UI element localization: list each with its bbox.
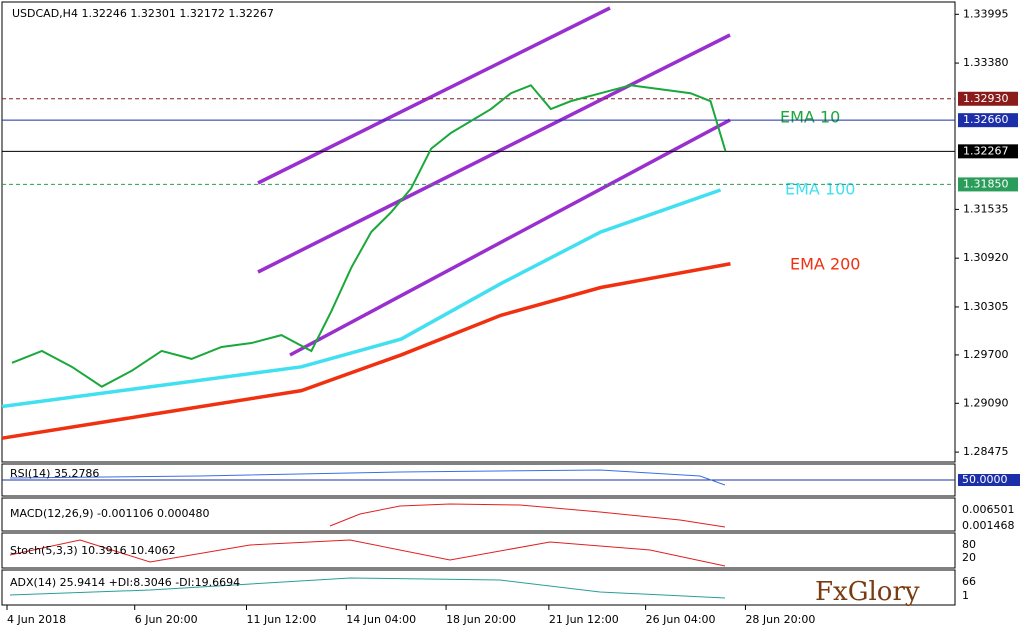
y-tick-label: 1.30920 xyxy=(963,251,1009,264)
stoch-tick: 20 xyxy=(962,551,976,564)
stoch-line xyxy=(9,539,726,567)
rsi-line xyxy=(9,469,726,486)
ema10-label: EMA 10 xyxy=(780,108,840,127)
adx-title: ADX(14) 25.9414 +DI:8.3046 -DI:19.6694 xyxy=(10,576,240,589)
series-line xyxy=(1,262,731,440)
macd-tick: 0.001468 xyxy=(962,519,1015,532)
series-line xyxy=(11,84,727,388)
symbol-header: USDCAD,H4 1.32246 1.32301 1.32172 1.3226… xyxy=(12,7,274,20)
macd-signal xyxy=(329,503,726,528)
price-label: 1.32930 xyxy=(963,92,1009,105)
macd-title: MACD(12,26,9) -0.001106 0.000480 xyxy=(10,507,209,520)
y-tick-label: 1.31535 xyxy=(963,202,1009,215)
rsi-title: RSI(14) 35.2786 xyxy=(10,467,99,480)
stoch-title: Stoch(5,3,3) 10.3916 10.4062 xyxy=(10,544,176,557)
x-tick-label: 21 Jun 12:00 xyxy=(549,613,619,626)
price-label: 1.32267 xyxy=(963,144,1009,157)
price-label: 1.32660 xyxy=(963,113,1009,126)
y-tick-label: 1.30305 xyxy=(963,300,1009,313)
adx-panel xyxy=(1,569,956,606)
ema200-label: EMA 200 xyxy=(790,255,860,274)
price-box xyxy=(958,91,1018,106)
price-label: 1.31850 xyxy=(963,177,1009,190)
price-box xyxy=(958,144,1018,159)
x-tick-label: 26 Jun 04:00 xyxy=(646,613,716,626)
x-tick-label: 11 Jun 12:00 xyxy=(246,613,316,626)
x-tick-label: 14 Jun 04:00 xyxy=(346,613,416,626)
price-box xyxy=(958,177,1018,192)
stoch-panel xyxy=(1,532,956,569)
y-tick-label: 1.28475 xyxy=(963,445,1009,458)
x-tick-label: 4 Jun 2018 xyxy=(7,613,66,626)
stoch-tick: 80 xyxy=(962,538,976,551)
macd-panel xyxy=(1,497,956,532)
main-panel xyxy=(1,1,956,463)
y-tick-label: 1.33380 xyxy=(963,56,1009,69)
rsi-level-label: 50.0000 xyxy=(962,473,1008,486)
y-tick-label: 1.29700 xyxy=(963,348,1009,361)
adx-tick: 1 xyxy=(962,589,969,602)
price-box xyxy=(958,113,1018,128)
rsi-level-box xyxy=(958,474,1020,486)
adx-line xyxy=(9,577,726,599)
logo: FxGlory xyxy=(815,577,920,607)
x-tick-label: 6 Jun 20:00 xyxy=(135,613,198,626)
x-tick-label: 28 Jun 20:00 xyxy=(745,613,815,626)
series-line xyxy=(1,188,722,409)
ema100-label: EMA 100 xyxy=(785,180,855,199)
y-tick-label: 1.33995 xyxy=(963,7,1009,20)
x-tick-label: 18 Jun 20:00 xyxy=(446,613,516,626)
channel xyxy=(257,6,731,357)
y-tick-label: 1.29090 xyxy=(963,396,1009,409)
macd-tick: 0.006501 xyxy=(962,503,1015,516)
adx-tick: 66 xyxy=(962,575,976,588)
